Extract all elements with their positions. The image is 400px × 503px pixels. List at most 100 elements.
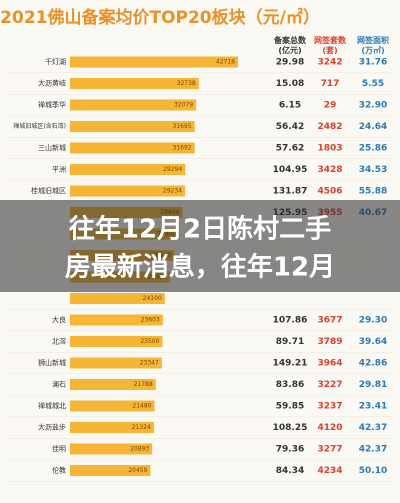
value-label: 24100 [143,295,162,302]
table-cell: 717 [321,79,340,89]
bar [70,185,185,197]
table-cell: 79.36 [276,445,304,455]
category-label: 桂城旧城区 [31,186,66,195]
bar [70,357,162,369]
table-cell: 29 [324,101,337,111]
value-label: 23347 [140,360,159,367]
table-cell: 6.15 [279,101,301,111]
table-cell: 149.21 [273,359,308,369]
column-header: 网签面积(万㎡) [357,35,389,55]
table-cell: 3237 [317,402,342,412]
table-cell: 31.76 [359,58,387,68]
value-label: 23603 [141,317,160,324]
table-cell: 4120 [317,423,342,433]
table-cell: 3964 [317,359,342,369]
bar [70,314,163,326]
value-label: 21324 [132,424,151,431]
table-cell: 25.86 [359,144,387,154]
table-cell: 39.64 [359,337,387,347]
category-label: 三山新城 [38,143,66,152]
table-cell: 56.42 [276,122,304,132]
table-cell: 5.55 [362,79,384,89]
bar [70,400,155,412]
table-cell: 29.98 [276,58,304,68]
category-label: 禅城季华 [38,100,66,109]
table-cell: 1803 [317,144,342,154]
table-cell: 107.86 [273,316,308,326]
table-cell: 23.41 [359,402,387,412]
table-cell: 42.86 [359,359,387,369]
table-cell: 3242 [317,58,342,68]
table-cell: 55.88 [359,187,387,197]
table-cell: 57.62 [276,144,304,154]
chart-title: 2021佛山备案均价TOP20板块（元/㎡） [0,7,320,28]
table-cell: 3789 [317,337,342,347]
bar [70,422,154,433]
category-label: 平洲 [52,166,66,174]
table-cell: 104.95 [273,165,308,175]
bar [70,99,197,111]
category-label: 千灯湖 [45,57,66,66]
table-cell: 4234 [317,466,342,476]
table-cell: 108.25 [273,423,308,433]
bar [70,293,165,304]
table-cell: 34.53 [359,165,387,175]
table-cell: 15.08 [276,79,304,89]
category-label: 禅城旧城区(含石湾) [13,122,66,130]
value-label: 32738 [177,80,196,87]
table-cell: 29.30 [359,316,387,326]
bar [70,121,195,132]
overlay-line: 房最新消息，往年12月 [65,252,335,283]
category-label: 佳明 [52,444,66,453]
table-cell: 3227 [317,380,342,390]
bar [70,164,186,175]
bar [70,443,153,455]
overlay-line: 往年12月2日陈村二手 [69,214,331,245]
table-cell: 42.37 [359,445,387,455]
category-label: 大良 [52,315,66,324]
table-cell: 84.34 [276,466,304,476]
table-cell: 32.90 [359,101,387,111]
value-label: 29234 [163,188,182,195]
bar [70,336,163,347]
table-cell: 50.10 [359,466,387,476]
table-cell: 24.64 [359,122,387,132]
chart: 备案总数(亿元) 网签套数(套) 网签面积(万㎡) 千灯湖 42718 29.98 3242… [8,35,396,482]
category-label: 澜石 [52,380,66,389]
category-label: 北滘 [52,337,66,346]
bar [70,142,195,154]
value-label: 23500 [140,338,159,345]
category-label: 禅城城北 [38,401,66,410]
table-cell: 131.87 [273,187,308,197]
table-cell: 89.71 [276,337,304,347]
table-cell: 3677 [317,316,342,326]
table-cell: 83.86 [276,380,304,390]
bar [70,78,199,89]
category-label: 大沥盐步 [38,423,66,432]
bar [70,465,151,476]
category-label: 狮山新城 [38,358,66,367]
category-label: 伦教 [52,466,66,475]
category-label: 大沥黄岐 [38,79,66,88]
value-label: 42718 [216,59,235,66]
value-label: 20459 [128,467,147,474]
value-label: 21480 [132,403,151,410]
value-label: 20893 [130,446,149,453]
table-cell: 2482 [317,122,342,132]
bar [70,56,238,68]
value-label: 32079 [174,102,193,109]
value-label: 21788 [134,381,153,388]
table-cell: 4506 [317,187,342,197]
overlay-band [0,200,400,292]
table-cell: 59.85 [276,402,304,412]
table-cell: 3277 [317,445,342,455]
table-cell: 42.37 [359,423,387,433]
value-label: 29294 [163,166,182,173]
table-cell: 3428 [317,165,342,175]
column-header: 网签套数(套) [314,35,347,55]
value-label: 31692 [173,145,192,152]
table-cell: 29.81 [359,380,387,390]
value-label: 31695 [173,123,192,130]
column-header: 备案总数(亿元) [273,35,307,55]
